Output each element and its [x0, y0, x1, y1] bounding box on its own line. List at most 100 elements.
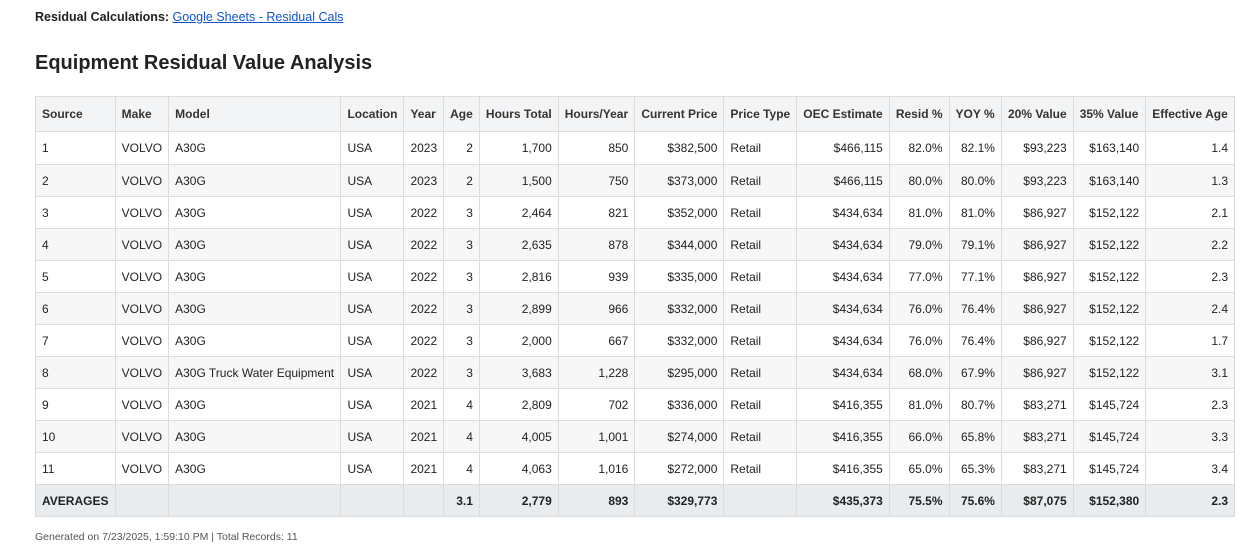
residual-table: Source Make Model Location Year Age Hours Tota… [35, 96, 1235, 517]
table-cell: A30G [168, 196, 342, 229]
footer-status: Generated on 7/23/2025, 1:59:10 PM | Tot… [35, 531, 298, 543]
table-cell: 65.0% [888, 452, 950, 485]
table-cell: A30G [168, 292, 342, 325]
table-cell: $145,724 [1072, 452, 1147, 485]
column-header: YOY % [948, 96, 1002, 132]
table-cell: $352,000 [634, 196, 725, 229]
table-cell: 80.7% [948, 388, 1002, 421]
table-cell: VOLVO [114, 228, 170, 261]
table-cell: 667 [557, 324, 636, 357]
table-cell: 2022 [403, 196, 445, 229]
table-cell: 3 [35, 196, 116, 229]
table-cell: 750 [557, 164, 636, 197]
table-cell: 76.0% [888, 324, 950, 357]
table-cell: 1,500 [478, 164, 559, 197]
table-header-row: Source Make Model Location Year Age Hours Tota… [35, 96, 1235, 132]
averages-cell: 2,779 [478, 484, 559, 517]
table-cell: $152,122 [1072, 228, 1147, 261]
residual-calculations-label: Residual Calculations: [35, 10, 170, 24]
table-cell: 81.0% [948, 196, 1002, 229]
table-cell: 2.3 [1145, 388, 1235, 421]
table-cell: $336,000 [634, 388, 725, 421]
table-row: 11 VOLVO A30G USA 2021 4 4,063 1,016 $272,000 Ret… [35, 452, 1235, 485]
averages-row: AVERAGES 3.1 2,779 893 $329,773 $435,373 75.5%… [35, 484, 1235, 517]
table-cell: $145,724 [1072, 388, 1147, 421]
column-header: Hours/Year [557, 96, 636, 132]
table-cell: 2,816 [478, 260, 559, 293]
table-row: 5 VOLVO A30G USA 2022 3 2,816 939 $335,000 Retail… [35, 260, 1235, 293]
table-cell: $382,500 [634, 131, 725, 165]
table-cell: $332,000 [634, 292, 725, 325]
table-cell: 1,228 [557, 356, 636, 389]
table-cell: VOLVO [114, 196, 170, 229]
column-header: Make [114, 96, 170, 132]
averages-cell: $435,373 [796, 484, 890, 517]
table-cell: 4 [443, 452, 480, 485]
table-cell: 3 [443, 260, 480, 293]
table-cell: $86,927 [1000, 196, 1074, 229]
table-row: 4 VOLVO A30G USA 2022 3 2,635 878 $344,000 Retail… [35, 228, 1235, 261]
table-cell: 2021 [403, 388, 445, 421]
table-cell: 3 [443, 228, 480, 261]
table-cell: Retail [723, 292, 798, 325]
table-cell: $344,000 [634, 228, 725, 261]
table-cell: 2.2 [1145, 228, 1235, 261]
table-cell: 2.1 [1145, 196, 1235, 229]
column-header: Hours Total [478, 96, 559, 132]
table-cell: A30G [168, 228, 342, 261]
table-row: 3 VOLVO A30G USA 2022 3 2,464 821 $352,000 Retail… [35, 196, 1235, 229]
table-cell: VOLVO [114, 388, 170, 421]
table-cell: 2023 [403, 164, 445, 197]
table-cell: 821 [557, 196, 636, 229]
table-cell: USA [340, 292, 405, 325]
table-cell: $332,000 [634, 324, 725, 357]
table-cell: $152,122 [1072, 292, 1147, 325]
table-cell: $86,927 [1000, 260, 1074, 293]
table-cell: $434,634 [796, 196, 890, 229]
table-cell: 79.1% [948, 228, 1002, 261]
table-cell: $416,355 [796, 388, 890, 421]
table-cell: A30G [168, 420, 342, 453]
table-cell: $466,115 [796, 164, 890, 197]
table-cell: USA [340, 228, 405, 261]
table-cell: Retail [723, 420, 798, 453]
averages-cell: $87,075 [1000, 484, 1074, 517]
table-cell: 76.0% [888, 292, 950, 325]
averages-cell: 75.5% [888, 484, 950, 517]
averages-cell: $329,773 [634, 484, 725, 517]
table-cell: A30G [168, 164, 342, 197]
table-cell: $466,115 [796, 131, 890, 165]
table-cell: VOLVO [114, 131, 170, 165]
table-cell: VOLVO [114, 260, 170, 293]
column-header: 20% Value [1000, 96, 1074, 132]
table-cell: A30G [168, 388, 342, 421]
table-cell: 4 [35, 228, 116, 261]
table-cell: 76.4% [948, 324, 1002, 357]
table-cell: Retail [723, 388, 798, 421]
table-cell: 4,063 [478, 452, 559, 485]
column-header: Current Price [634, 96, 725, 132]
table-cell: 81.0% [888, 388, 950, 421]
table-cell: 2022 [403, 356, 445, 389]
table-cell: Retail [723, 452, 798, 485]
google-sheets-link[interactable]: Google Sheets - Residual Cals [172, 10, 344, 24]
column-header: Effective Age [1145, 96, 1235, 132]
table-cell: VOLVO [114, 356, 170, 389]
table-cell: VOLVO [114, 324, 170, 357]
table-cell: 2.3 [1145, 260, 1235, 293]
averages-cell [114, 484, 170, 517]
averages-cell: $152,380 [1072, 484, 1147, 517]
table-cell: 2 [443, 164, 480, 197]
table-cell: 2023 [403, 131, 445, 165]
table-cell: 82.1% [948, 131, 1002, 165]
averages-cell: 3.1 [443, 484, 480, 517]
table-cell: 3 [443, 196, 480, 229]
table-cell: $152,122 [1072, 260, 1147, 293]
table-row: 7 VOLVO A30G USA 2022 3 2,000 667 $332,000 Retail… [35, 324, 1235, 357]
table-cell: Retail [723, 356, 798, 389]
table-cell: A30G Truck Water Equipment [168, 356, 342, 389]
table-cell: 2022 [403, 260, 445, 293]
table-cell: 2022 [403, 324, 445, 357]
table-row: 8 VOLVO A30G Truck Water Equipment USA 2022 3… [35, 356, 1235, 389]
table-cell: 66.0% [888, 420, 950, 453]
